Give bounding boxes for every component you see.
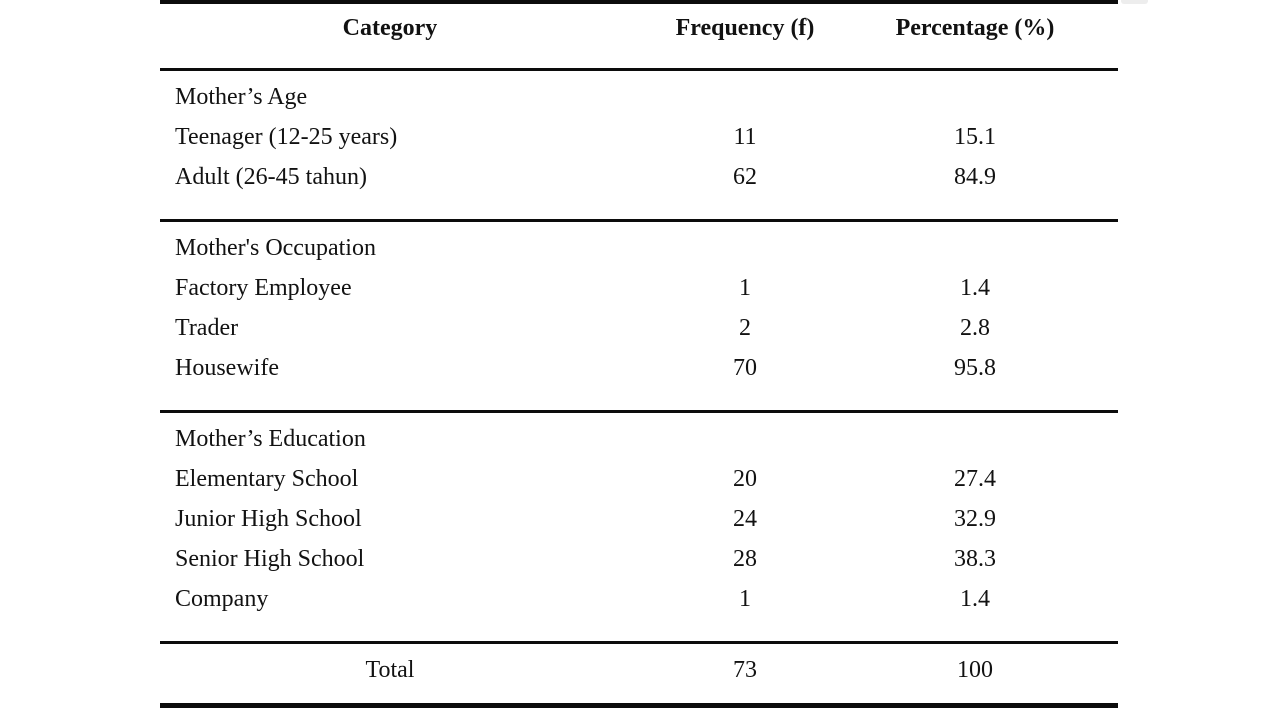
percentage-cell: 95.8 bbox=[954, 355, 996, 381]
section-separator-line bbox=[160, 219, 1118, 222]
frequency-cell: 1 bbox=[739, 586, 751, 612]
percentage-cell: 1.4 bbox=[960, 275, 990, 301]
frequency-cell: 1 bbox=[739, 275, 751, 301]
percentage-cell: 27.4 bbox=[954, 466, 996, 492]
total-label: Total bbox=[365, 657, 415, 683]
category-cell: Teenager (12-25 years) bbox=[175, 124, 398, 150]
frequency-cell: 62 bbox=[733, 164, 757, 190]
category-cell: Adult (26-45 tahun) bbox=[175, 164, 367, 190]
table-top-border bbox=[160, 0, 1118, 4]
frequency-cell: 70 bbox=[733, 355, 757, 381]
category-cell: Junior High School bbox=[175, 506, 362, 532]
percentage-cell: 84.9 bbox=[954, 164, 996, 190]
column-header-frequency: Frequency (f) bbox=[675, 15, 815, 41]
total-frequency-cell: 73 bbox=[733, 657, 757, 683]
table-row: Junior High School 24 32.9 bbox=[160, 499, 1118, 539]
table-row: Company 1 1.4 bbox=[160, 579, 1118, 619]
section-mothers-education: Mother’s Education Elementary School 20 … bbox=[160, 413, 1118, 641]
frequency-cell: 11 bbox=[733, 124, 757, 150]
category-cell: Factory Employee bbox=[175, 275, 352, 301]
percentage-cell: 1.4 bbox=[960, 586, 990, 612]
section-header-label: Mother’s Age bbox=[175, 84, 308, 110]
percentage-cell: 15.1 bbox=[954, 124, 996, 150]
frequency-cell: 24 bbox=[733, 506, 757, 532]
scrollbar-artifact bbox=[1121, 0, 1148, 4]
total-row: Total 73 100 bbox=[160, 650, 1118, 690]
table-bottom-border bbox=[160, 703, 1118, 708]
total-section: Total 73 100 bbox=[160, 644, 1118, 703]
total-percentage-cell: 100 bbox=[957, 657, 993, 683]
table-row: Adult (26-45 tahun) 62 84.9 bbox=[160, 157, 1118, 197]
column-header-percentage: Percentage (%) bbox=[895, 15, 1055, 41]
section-mothers-age: Mother’s Age Teenager (12-25 years) 11 1… bbox=[160, 71, 1118, 219]
percentage-cell: 38.3 bbox=[954, 546, 996, 572]
percentage-cell: 2.8 bbox=[960, 315, 990, 341]
frequency-cell: 28 bbox=[733, 546, 757, 572]
category-cell: Company bbox=[175, 586, 269, 612]
category-cell: Trader bbox=[175, 315, 239, 341]
frequency-cell: 20 bbox=[733, 466, 757, 492]
frequency-cell: 2 bbox=[739, 315, 751, 341]
section-header-label: Mother's Occupation bbox=[175, 235, 376, 261]
frequency-table: Category Frequency (f) Percentage (%) Mo… bbox=[160, 0, 1118, 708]
section-mothers-occupation: Mother's Occupation Factory Employee 1 1… bbox=[160, 222, 1118, 410]
table-row: Senior High School 28 38.3 bbox=[160, 539, 1118, 579]
total-separator-line bbox=[160, 641, 1118, 644]
category-cell: Senior High School bbox=[175, 546, 365, 572]
category-cell: Housewife bbox=[175, 355, 279, 381]
section-separator-line bbox=[160, 410, 1118, 413]
section-header-label: Mother’s Education bbox=[175, 426, 366, 452]
header-separator-line bbox=[160, 68, 1118, 71]
table-row: Elementary School 20 27.4 bbox=[160, 459, 1118, 499]
section-header-row: Mother’s Age bbox=[160, 77, 1118, 117]
table-header-row: Category Frequency (f) Percentage (%) bbox=[160, 4, 1118, 68]
column-header-category: Category bbox=[342, 15, 438, 41]
table-row: Trader 2 2.8 bbox=[160, 308, 1118, 348]
table-row: Teenager (12-25 years) 11 15.1 bbox=[160, 117, 1118, 157]
table-row: Housewife 70 95.8 bbox=[160, 348, 1118, 388]
section-header-row: Mother’s Education bbox=[160, 419, 1118, 459]
category-cell: Elementary School bbox=[175, 466, 359, 492]
percentage-cell: 32.9 bbox=[954, 506, 996, 532]
table-row: Factory Employee 1 1.4 bbox=[160, 268, 1118, 308]
section-header-row: Mother's Occupation bbox=[160, 228, 1118, 268]
